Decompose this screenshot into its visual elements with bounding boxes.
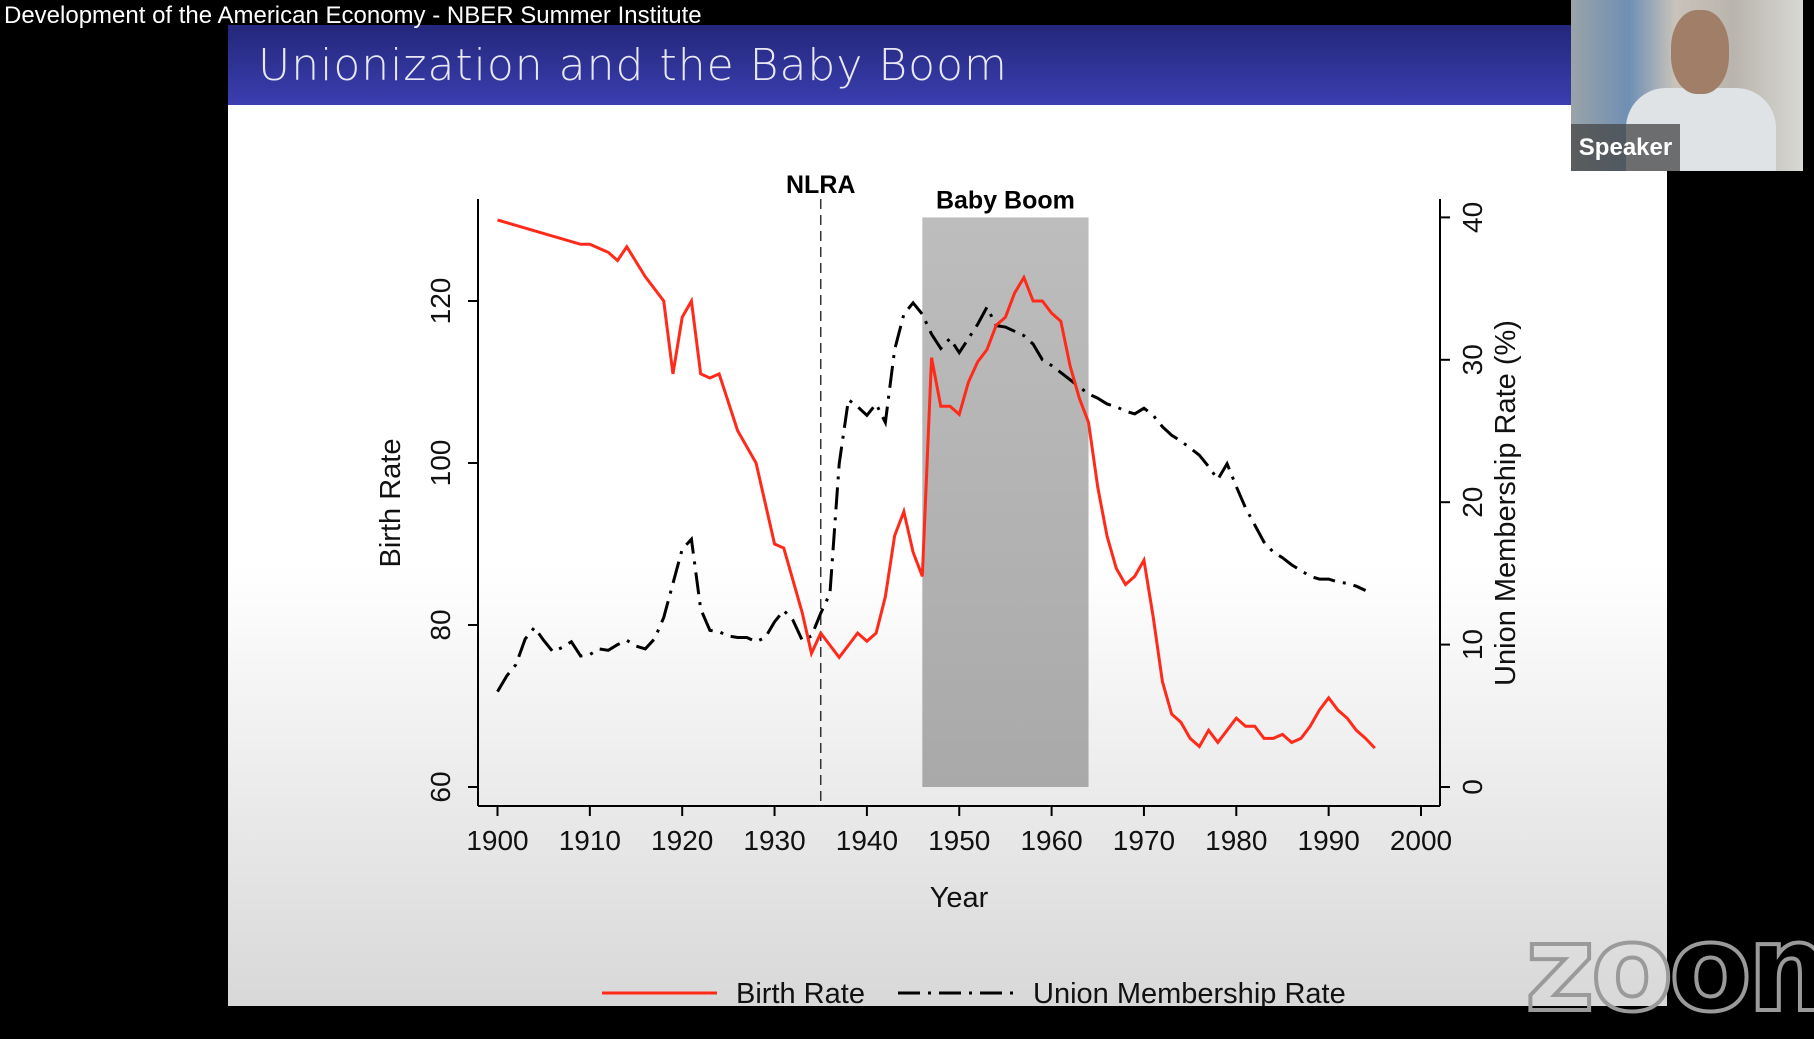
y-right-tick-label: 20	[1457, 487, 1488, 518]
y-left-tick-label: 100	[425, 440, 456, 487]
x-tick-label: 1900	[466, 825, 528, 856]
x-tick-label: 1910	[559, 825, 621, 856]
zoom-watermark-logo: zoom	[1523, 898, 1814, 1039]
x-tick-label: 1990	[1298, 825, 1360, 856]
chart: Baby Boom NLRA 1900 1910 1920 1930 1940 1950 196…	[375, 171, 1522, 1006]
legend-union-label: Union Membership Rate	[1033, 978, 1346, 1006]
legend-birth-rate-label: Birth Rate	[736, 978, 865, 1006]
slide-title: Unionization and the Baby Boom	[258, 40, 1008, 91]
y-right-tick-label: 30	[1457, 344, 1488, 375]
x-tick-label: 2000	[1390, 825, 1452, 856]
speaker-label: Speaker	[1571, 124, 1680, 171]
y-right-tick-label: 0	[1457, 779, 1488, 795]
x-tick-label: 1960	[1020, 825, 1082, 856]
baby-boom-shaded-region	[922, 217, 1089, 787]
y-left-tick-label: 60	[425, 771, 456, 802]
y-left-tick-label: 80	[425, 609, 456, 640]
x-axis-title: Year	[930, 882, 989, 914]
x-tick-label: 1930	[743, 825, 805, 856]
union-membership-line	[496, 300, 1367, 693]
x-tick-label: 1950	[928, 825, 990, 856]
x-tick-label: 1980	[1205, 825, 1267, 856]
window-title: Development of the American Economy - NB…	[4, 2, 702, 29]
y-left-tick-label: 120	[425, 278, 456, 325]
y-left-axis-title: Birth Rate	[375, 439, 407, 568]
y-right-axis-title: Union Membership Rate (%)	[1490, 320, 1522, 686]
speaker-face	[1671, 10, 1729, 94]
slide-banner	[228, 25, 1571, 105]
birth-rate-line	[497, 218, 1376, 750]
nlra-label: NLRA	[786, 171, 855, 199]
x-tick-label: 1940	[836, 825, 898, 856]
x-tick-label: 1970	[1113, 825, 1175, 856]
y-right-tick-label: 40	[1457, 202, 1488, 233]
x-tick-label: 1920	[651, 825, 713, 856]
speaker-video[interactable]: Speaker	[1571, 0, 1803, 171]
y-right-tick-label: 10	[1457, 629, 1488, 660]
baby-boom-label: Baby Boom	[936, 186, 1075, 214]
